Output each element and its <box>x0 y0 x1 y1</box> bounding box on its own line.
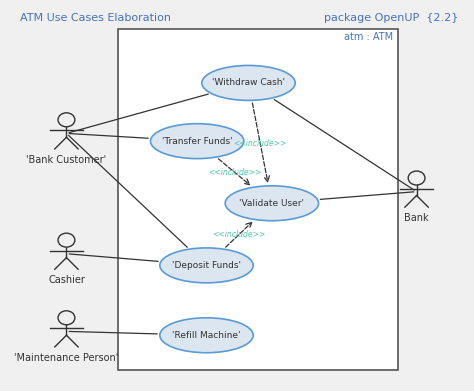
Ellipse shape <box>160 248 253 283</box>
Ellipse shape <box>160 318 253 353</box>
Ellipse shape <box>225 186 319 221</box>
Text: 'Deposit Funds': 'Deposit Funds' <box>172 261 241 270</box>
Text: 'Bank Customer': 'Bank Customer' <box>27 155 107 165</box>
Text: atm : ATM: atm : ATM <box>344 32 393 43</box>
FancyBboxPatch shape <box>118 29 398 370</box>
Text: Bank: Bank <box>404 213 429 223</box>
Text: Cashier: Cashier <box>48 275 85 285</box>
Text: <<include>>: <<include>> <box>208 168 261 177</box>
Text: 'Withdraw Cash': 'Withdraw Cash' <box>212 79 285 88</box>
Text: 'Transfer Funds': 'Transfer Funds' <box>162 136 232 146</box>
Text: 'Maintenance Person': 'Maintenance Person' <box>14 353 118 363</box>
Text: package OpenUP  {2.2}: package OpenUP {2.2} <box>324 13 459 23</box>
Text: <<include>>: <<include>> <box>234 138 287 147</box>
Text: <<include>>: <<include>> <box>212 230 266 239</box>
Ellipse shape <box>202 65 295 100</box>
Text: ATM Use Cases Elaboration: ATM Use Cases Elaboration <box>20 13 171 23</box>
Text: 'Validate User': 'Validate User' <box>239 199 304 208</box>
Text: 'Refill Machine': 'Refill Machine' <box>172 331 241 340</box>
Ellipse shape <box>150 124 244 159</box>
